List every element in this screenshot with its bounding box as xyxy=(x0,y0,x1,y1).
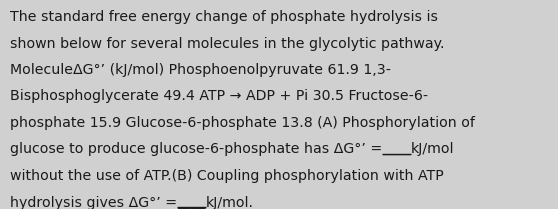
Text: without the use of ATP.(B) Coupling phosphorylation with ATP: without the use of ATP.(B) Coupling phos… xyxy=(10,169,444,183)
Text: The standard free energy change of phosphate hydrolysis is: The standard free energy change of phosp… xyxy=(10,10,438,24)
Text: Bisphosphoglycerate 49.4 ATP → ADP + Pi 30.5 Fructose-6-: Bisphosphoglycerate 49.4 ATP → ADP + Pi … xyxy=(10,89,428,103)
Text: phosphate 15.9 Glucose-6-phosphate 13.8 (A) Phosphorylation of: phosphate 15.9 Glucose-6-phosphate 13.8 … xyxy=(10,116,475,130)
Text: ____: ____ xyxy=(177,195,206,209)
Text: MoleculeΔG°’ (kJ/mol) Phosphoenolpyruvate 61.9 1,3-: MoleculeΔG°’ (kJ/mol) Phosphoenolpyruvat… xyxy=(10,63,391,77)
Text: kJ/mol.: kJ/mol. xyxy=(206,195,254,209)
Text: shown below for several molecules in the glycolytic pathway.: shown below for several molecules in the… xyxy=(10,37,445,51)
Text: hydrolysis gives ΔG°’ =: hydrolysis gives ΔG°’ = xyxy=(10,195,177,209)
Text: kJ/mol: kJ/mol xyxy=(411,143,454,157)
Text: ____: ____ xyxy=(382,143,411,157)
Text: glucose to produce glucose-6-phosphate has ΔG°’ =: glucose to produce glucose-6-phosphate h… xyxy=(10,143,382,157)
